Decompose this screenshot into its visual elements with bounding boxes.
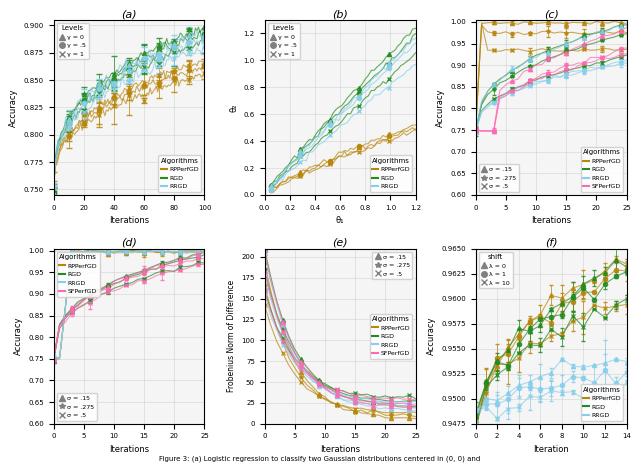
X-axis label: Iterations: Iterations bbox=[109, 445, 149, 454]
X-axis label: Iterations: Iterations bbox=[320, 445, 360, 454]
Legend: RPPerfGD, RGD, RRGD, SFPerfGD: RPPerfGD, RGD, RRGD, SFPerfGD bbox=[369, 313, 412, 359]
Y-axis label: Accuracy: Accuracy bbox=[13, 317, 22, 356]
X-axis label: Iteration: Iteration bbox=[533, 445, 569, 454]
Y-axis label: Frobenius Norm of Difference: Frobenius Norm of Difference bbox=[227, 280, 236, 392]
Title: (d): (d) bbox=[121, 238, 137, 248]
Y-axis label: θ₂: θ₂ bbox=[229, 103, 238, 112]
Legend: RPPerfGD, RGD, RRGD, SFPerfGD: RPPerfGD, RGD, RRGD, SFPerfGD bbox=[580, 147, 623, 192]
Y-axis label: Accuracy: Accuracy bbox=[9, 88, 18, 126]
Text: Figure 3: (a) Logistic regression to classify two Gaussian distributions centere: Figure 3: (a) Logistic regression to cla… bbox=[159, 456, 481, 462]
X-axis label: Iterations: Iterations bbox=[109, 216, 149, 225]
Y-axis label: Accuracy: Accuracy bbox=[436, 88, 445, 126]
Legend: RPPerfGD, RGD, RRGD: RPPerfGD, RGD, RRGD bbox=[369, 156, 412, 192]
Y-axis label: Accuracy: Accuracy bbox=[427, 317, 436, 356]
X-axis label: Iterations: Iterations bbox=[531, 216, 571, 225]
Title: (a): (a) bbox=[121, 9, 137, 19]
Legend: RPPerfGD, RGD, RRGD: RPPerfGD, RGD, RRGD bbox=[159, 156, 202, 192]
Title: (c): (c) bbox=[543, 9, 559, 19]
X-axis label: θ₁: θ₁ bbox=[336, 216, 344, 225]
Title: (f): (f) bbox=[545, 238, 557, 248]
Title: (e): (e) bbox=[332, 238, 348, 248]
Legend: RPPerfGD, RGD, RRGD, SFPerfGD: RPPerfGD, RGD, RRGD, SFPerfGD bbox=[57, 252, 100, 297]
Legend: RPPerfGD, RGD, RRGD: RPPerfGD, RGD, RRGD bbox=[580, 384, 623, 420]
Title: (b): (b) bbox=[332, 9, 348, 19]
